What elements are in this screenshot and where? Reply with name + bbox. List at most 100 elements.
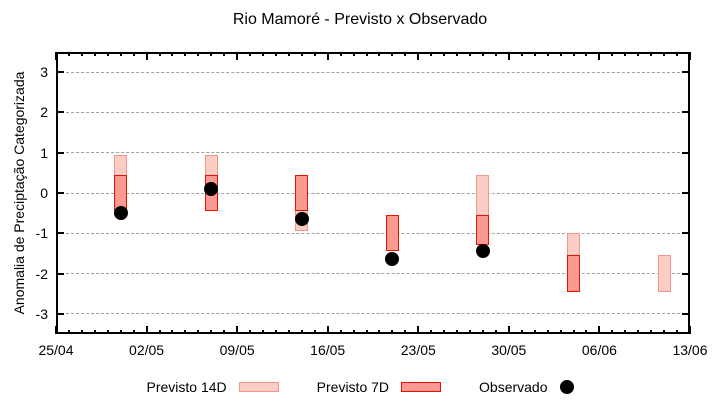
legend: Previsto 14D Previsto 7D Observado — [0, 379, 720, 395]
y-tick-right — [682, 71, 690, 74]
x-tick-minor — [210, 52, 213, 56]
x-tick-major — [145, 326, 148, 334]
gridline — [56, 232, 690, 234]
y-tick-right — [682, 272, 690, 275]
legend-swatch-previsto-14d-box — [238, 382, 279, 392]
legend-swatch-previsto-7d-box — [401, 382, 442, 392]
y-tick-left — [56, 232, 64, 235]
y-tick-left — [56, 111, 64, 114]
x-tick-label: 02/05 — [129, 342, 165, 358]
x-tick-minor — [80, 52, 83, 56]
x-tick-minor — [184, 52, 187, 56]
y-tick-label: 0 — [40, 185, 48, 201]
y-tick-label: 3 — [40, 64, 48, 81]
x-tick-major — [145, 52, 148, 60]
observado-dot — [385, 252, 400, 267]
x-tick-minor — [287, 52, 290, 56]
x-tick-minor — [533, 52, 536, 56]
x-tick-minor — [249, 52, 252, 56]
x-tick-minor — [197, 52, 200, 56]
x-tick-minor — [469, 52, 472, 56]
x-tick-minor — [300, 52, 303, 56]
x-tick-label: 06/06 — [581, 342, 617, 358]
x-tick-minor — [262, 52, 265, 56]
x-tick-major — [689, 326, 691, 334]
y-tick-right — [682, 151, 690, 154]
x-tick-minor — [391, 52, 394, 56]
x-tick-label: 30/05 — [491, 342, 527, 358]
x-tick-label: 09/05 — [219, 342, 255, 358]
x-tick-label: 23/05 — [400, 342, 436, 358]
x-tick-major — [598, 326, 601, 334]
x-tick-label: 16/05 — [310, 342, 346, 358]
x-tick-minor — [430, 52, 433, 56]
y-tick-left — [56, 151, 64, 154]
x-tick-minor — [106, 52, 109, 56]
x-tick-major — [507, 52, 510, 60]
x-tick-major — [417, 52, 420, 60]
x-tick-minor — [378, 52, 381, 56]
x-tick-minor — [119, 52, 122, 56]
x-tick-major — [598, 52, 601, 60]
x-tick-minor — [132, 52, 135, 56]
legend-label-previsto-14d: Previsto 14D — [146, 379, 227, 395]
x-tick-minor — [494, 52, 497, 56]
x-tick-minor — [171, 52, 174, 56]
y-tick-right — [682, 232, 690, 235]
legend-item-previsto-14d: Previsto 14D — [147, 379, 279, 395]
x-tick-minor — [624, 52, 627, 56]
x-tick-minor — [313, 52, 316, 56]
x-tick-minor — [546, 52, 549, 56]
x-tick-major — [689, 52, 691, 60]
x-tick-major — [236, 52, 239, 60]
chart-title: Rio Mamoré - Previsto x Observado — [232, 11, 488, 28]
x-tick-minor — [158, 52, 161, 56]
x-tick-minor — [93, 52, 96, 56]
x-tick-minor — [650, 52, 653, 56]
y-tick-label: -3 — [35, 305, 48, 322]
y-tick-left — [56, 272, 64, 275]
bar-previsto-7d — [385, 215, 399, 252]
x-tick-minor — [67, 52, 70, 56]
x-tick-minor — [404, 52, 407, 56]
x-tick-major — [326, 326, 329, 334]
x-tick-minor — [223, 52, 226, 56]
x-tick-minor — [676, 52, 679, 56]
gridline — [56, 273, 690, 275]
y-tick-label: -1 — [35, 225, 48, 242]
legend-label-observado: Observado — [479, 379, 548, 395]
y-tick-right — [682, 192, 690, 194]
y-tick-right — [682, 312, 690, 315]
x-tick-minor — [365, 52, 368, 56]
observado-dot — [294, 212, 309, 227]
x-tick-minor — [559, 52, 562, 56]
legend-item-observado: Observado — [479, 379, 574, 395]
y-tick-label: 1 — [40, 144, 48, 161]
x-tick-minor — [585, 52, 588, 56]
observado-dot — [204, 181, 219, 196]
y-tick-label: 2 — [40, 104, 48, 121]
bar-previsto-14d — [657, 255, 671, 292]
gridline — [56, 111, 690, 113]
legend-swatch-observado-dot — [559, 380, 574, 394]
x-tick-minor — [637, 52, 640, 56]
legend-item-previsto-7d: Previsto 7D — [317, 379, 442, 395]
gridline — [56, 152, 690, 154]
gridline — [56, 71, 690, 73]
observado-dot — [475, 244, 490, 259]
x-tick-major — [417, 326, 420, 334]
observado-dot — [113, 206, 128, 221]
x-tick-label: 25/04 — [38, 342, 74, 358]
y-tick-label: -2 — [35, 265, 48, 282]
y-tick-left — [56, 71, 64, 74]
x-tick-label: 13/06 — [672, 342, 708, 358]
x-tick-minor — [481, 52, 484, 56]
x-tick-minor — [443, 52, 446, 56]
bar-previsto-7d — [567, 255, 581, 292]
x-tick-minor — [572, 52, 575, 56]
gridline — [56, 192, 690, 194]
x-tick-minor — [456, 52, 459, 56]
x-tick-minor — [520, 52, 523, 56]
x-tick-major — [326, 52, 329, 60]
